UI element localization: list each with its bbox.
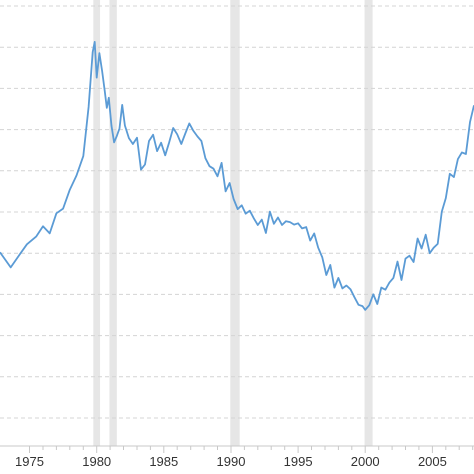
- recession-band-1: [93, 0, 101, 446]
- x-axis: 1975 1980 1985 1990 1995 2000 2005: [0, 445, 474, 469]
- x-tick-label-1980: 1980: [82, 454, 111, 469]
- x-tick-label-1985: 1985: [149, 454, 178, 469]
- recession-band-3: [230, 0, 240, 446]
- x-tick-label-1990: 1990: [217, 454, 246, 469]
- recession-band-4: [364, 0, 373, 446]
- x-tick-label-1995: 1995: [284, 454, 313, 469]
- series-line-1: [0, 41, 474, 311]
- x-tick-label-2000: 2000: [351, 454, 380, 469]
- recession-band-2: [109, 0, 117, 446]
- x-tick-label-2005: 2005: [418, 454, 447, 469]
- recession-bands: [93, 0, 373, 446]
- series-layer: [0, 41, 474, 311]
- x-tick-label-1975: 1975: [15, 454, 44, 469]
